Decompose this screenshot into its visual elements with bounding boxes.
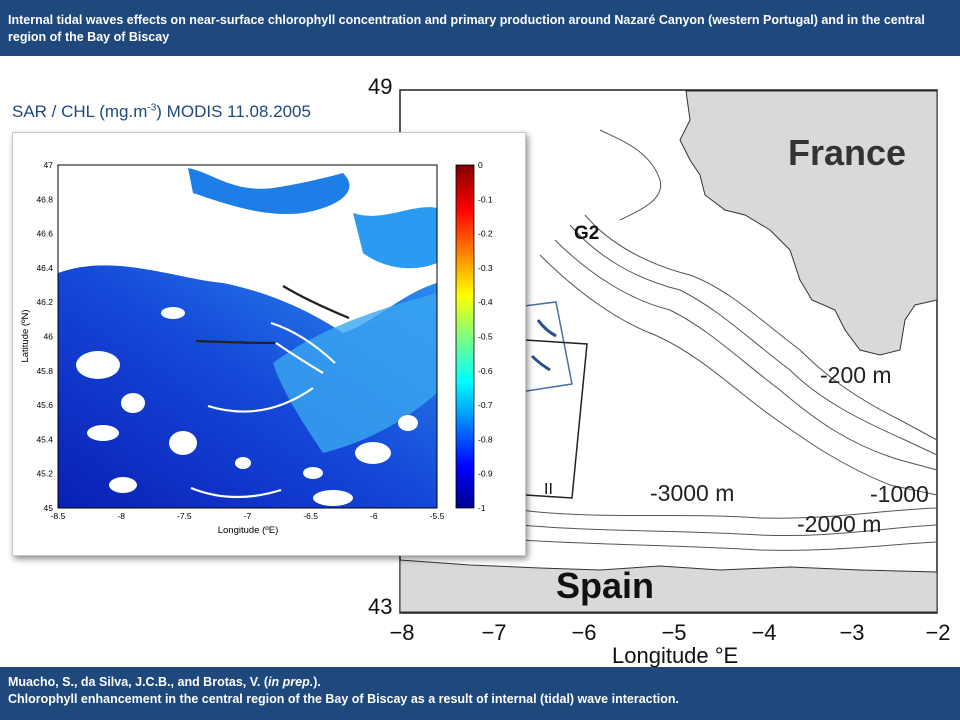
wave-crest-blue-2 — [530, 354, 551, 372]
region-x-label: Longitude °E — [612, 643, 738, 667]
spain-label: Spain — [556, 565, 654, 606]
footer-banner: Muacho, S., da Silva, J.C.B., and Brotas… — [0, 667, 960, 720]
chl-x-tick: -5.5 — [430, 511, 445, 521]
colorbar-tick: 0 — [478, 160, 483, 170]
bathymetry-contours — [519, 129, 938, 551]
colorbar-tick: -0.4 — [478, 297, 493, 307]
colorbar-tick: -0.2 — [478, 229, 493, 239]
citation-authors-line: Muacho, S., da Silva, J.C.B., and Brotas… — [8, 674, 952, 691]
region-x-tick: −2 — [925, 620, 950, 645]
colorbar-ticks: 0 -0.1 -0.2 -0.3 -0.4 -0.5 -0.6 -0.7 -0.8 -0.9 -1 — [478, 160, 493, 513]
region-x-ticks: −8 −7 −6 −5 −4 −3 −2 — [389, 620, 950, 645]
contour-2000-label: -2000 m — [797, 511, 881, 537]
chl-x-tick: -8 — [117, 511, 125, 521]
chl-y-tick: 46.4 — [36, 263, 53, 273]
inset-title-suffix: ) MODIS 11.08.2005 — [156, 102, 311, 121]
cloud-gaps — [76, 241, 418, 506]
inset-title: SAR / CHL (mg.m-3) MODIS 11.08.2005 — [12, 102, 311, 122]
contour-200-label: -200 m — [820, 362, 892, 388]
contour-1000-label: -1000 — [870, 481, 929, 507]
chl-plume — [273, 293, 437, 453]
chl-y-tick: 47 — [44, 160, 54, 170]
chl-y-ticks: 47 46.8 46.6 46.4 46.2 46 45.8 45.6 45.4 45.2 45 — [36, 160, 53, 513]
chl-x-tick: -8.5 — [51, 511, 66, 521]
chl-x-tick: -6.5 — [303, 511, 318, 521]
chl-inset-panel: 47 46.8 46.6 46.4 46.2 46 45.8 45.6 45.4 45.2 45 -… — [12, 132, 526, 556]
region-x-tick: −8 — [389, 620, 414, 645]
region-x-tick: −3 — [839, 620, 864, 645]
region-y-ticks: 49 43 — [368, 74, 392, 619]
chl-y-label: Latitude (ºN) — [20, 309, 31, 362]
chl-y-tick: 46.6 — [36, 229, 53, 239]
colorbar — [455, 164, 475, 509]
chl-y-tick: 45 — [44, 503, 54, 513]
region-x-tick: −5 — [661, 620, 686, 645]
box-ii-label: II — [544, 481, 553, 498]
citation-status: in prep. — [268, 675, 314, 689]
colorbar-tick: -0.5 — [478, 332, 493, 342]
citation-title: Chlorophyll enhancement in the central r… — [8, 692, 679, 706]
chl-x-tick: -6 — [370, 511, 378, 521]
france-land — [679, 90, 938, 356]
wave-crests — [190, 285, 350, 499]
chl-field — [58, 165, 437, 508]
header-banner: Internal tidal waves effects on near-sur… — [0, 0, 960, 56]
chl-x-tick: -7.5 — [177, 511, 192, 521]
chl-y-tick: 46.8 — [36, 194, 53, 204]
header-title: Internal tidal waves effects on near-sur… — [8, 13, 925, 44]
region-x-tick: −7 — [481, 620, 506, 645]
wave-crest-blue — [536, 319, 557, 338]
colorbar-tick: -0.9 — [478, 469, 493, 479]
colorbar-tick: -1 — [478, 503, 486, 513]
chl-y-tick: 45.6 — [36, 400, 53, 410]
chl-y-tick: 45.8 — [36, 366, 53, 376]
chl-patch-ne — [353, 207, 437, 269]
chl-x-tick: -7 — [244, 511, 252, 521]
spain-land — [399, 559, 938, 613]
chl-y-tick: 46.2 — [36, 297, 53, 307]
region-x-tick: −4 — [751, 620, 776, 645]
colorbar-tick: -0.8 — [478, 434, 493, 444]
region-y-tick-43: 43 — [368, 594, 392, 619]
chl-map: 47 46.8 46.6 46.4 46.2 46 45.8 45.6 45.4 45.2 45 -… — [20, 160, 493, 536]
chl-x-ticks: -8.5 -8 -7.5 -7 -6.5 -6 -5.5 — [51, 511, 445, 521]
g2-label: G2 — [574, 223, 599, 244]
contour-3000-label: -3000 m — [650, 480, 734, 506]
citation-authors: Muacho, S., da Silva, J.C.B., and Brotas… — [8, 675, 269, 689]
france-label: France — [788, 132, 906, 173]
region-y-tick-49: 49 — [368, 74, 392, 99]
chl-plot-frame — [57, 164, 438, 509]
chl-y-tick: 45.4 — [36, 434, 53, 444]
colorbar-tick: -0.3 — [478, 263, 493, 273]
region-x-tick: −6 — [571, 620, 596, 645]
colorbar-tick: -0.7 — [478, 400, 493, 410]
inset-title-exponent: -3 — [147, 102, 157, 114]
chl-patch-north — [188, 168, 350, 214]
chl-y-tick: 45.2 — [36, 469, 53, 479]
chl-y-tick: 46 — [44, 332, 54, 342]
inset-title-prefix: SAR / CHL (mg.m — [12, 102, 148, 121]
citation-close: ). — [313, 675, 321, 689]
chl-x-label: Longitude (ºE) — [218, 525, 279, 536]
colorbar-tick: -0.1 — [478, 194, 493, 204]
colorbar-tick: -0.6 — [478, 366, 493, 376]
